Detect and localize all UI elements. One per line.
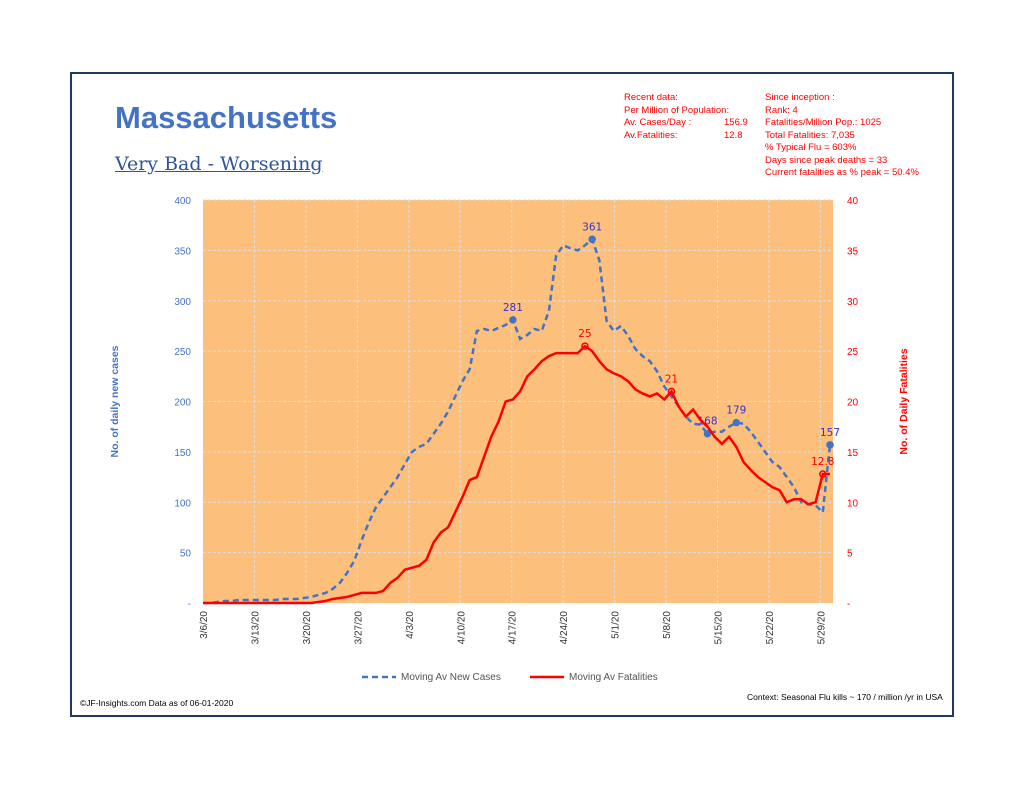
y-tick-label: 50 — [180, 549, 192, 560]
data-point-marker — [667, 387, 676, 396]
y2-tick-label: - — [847, 599, 850, 610]
footer-source: ©JF-Insights.com Data as of 06-01-2020 — [80, 698, 234, 708]
y2-tick-label: 25 — [847, 347, 859, 358]
y-tick-label: 300 — [174, 297, 191, 308]
recent-label: Av. Cases/Day : — [624, 117, 692, 128]
x-tick-label: 3/27/20 — [353, 611, 364, 645]
recent-value: 156.9 — [724, 117, 748, 128]
page-frame — [70, 72, 954, 717]
data-label: 168 — [697, 416, 717, 428]
x-tick-label: 4/10/20 — [456, 611, 467, 645]
page-title: Massachusetts — [115, 100, 338, 135]
x-tick-label: 5/15/20 — [714, 611, 725, 645]
inception-line: Total Fatalities: 7,035 — [765, 129, 855, 141]
footer-context: Context: Seasonal Flu kills ~ 170 / mill… — [747, 692, 943, 702]
y2-tick-label: 30 — [847, 297, 859, 308]
data-label: 179 — [726, 405, 746, 417]
recent-data-panel: Recent data: Per Million of Population: … — [624, 92, 748, 142]
data-point-marker — [826, 441, 834, 449]
status-subtitle: Very Bad - Worsening — [115, 153, 323, 175]
data-point-marker — [509, 316, 517, 324]
recent-value: 12.8 — [724, 129, 743, 141]
series-line-fatalities — [203, 344, 830, 605]
y-tick-label: 250 — [174, 347, 191, 358]
data-point-marker — [581, 342, 589, 350]
legend-label: Moving Av New Cases — [401, 672, 501, 683]
y-tick-label: - — [188, 599, 191, 610]
x-tick-label: 5/1/20 — [611, 611, 622, 639]
y-tick-label: 100 — [174, 498, 191, 509]
series-line-cases — [203, 237, 832, 605]
y2-tick-label: 5 — [847, 549, 853, 560]
y2-axis-title: No. of Daily Fatalities — [898, 348, 910, 454]
recent-heading: Recent data: — [624, 92, 678, 103]
recent-row: Av.Fatalities: 12.8 — [624, 130, 748, 143]
legend-label: Moving Av Fatalities — [569, 672, 658, 683]
x-tick-label: 3/20/20 — [302, 611, 313, 645]
inception-line: Rank: 4 — [765, 104, 798, 116]
y2-tick-label: 10 — [847, 498, 859, 509]
inception-line: Current fatalities as % peak = 50.4% — [765, 167, 919, 178]
x-tick-label: 3/6/20 — [199, 611, 210, 639]
data-label: 361 — [582, 221, 602, 233]
data-point-marker — [703, 429, 712, 438]
recent-label: Av.Fatalities: — [624, 129, 678, 141]
inception-line: % Typical Flu = 603% — [765, 142, 857, 153]
data-label: 25 — [578, 328, 591, 340]
data-point-marker — [819, 470, 827, 478]
recent-row: Av. Cases/Day : 156.9 — [624, 117, 748, 130]
x-tick-label: 5/8/20 — [662, 611, 673, 639]
data-point-marker — [588, 235, 596, 244]
data-label: 281 — [503, 302, 523, 314]
y-axis-title: No. of daily new cases — [109, 345, 121, 457]
data-label: 157 — [820, 427, 840, 439]
y-tick-label: 150 — [174, 448, 191, 459]
x-tick-label: 5/29/20 — [816, 611, 827, 645]
inception-line: Fatalities/Million Pop.: 1025 — [765, 117, 882, 128]
x-tick-label: 5/22/20 — [765, 611, 776, 645]
data-label: 12.8 — [811, 456, 834, 468]
inception-panel: Since inception : Rank: 4 Fatalities/Mil… — [765, 92, 919, 180]
x-tick-label: 4/17/20 — [508, 611, 519, 645]
x-tick-label: 3/13/20 — [250, 611, 261, 645]
inception-line: Days since peak deaths = 33 — [765, 154, 888, 166]
inception-line: Since inception : — [765, 92, 835, 103]
y2-tick-label: 20 — [847, 398, 859, 409]
data-label: 21 — [665, 373, 678, 385]
x-tick-label: 4/24/20 — [559, 611, 570, 645]
y2-tick-label: 35 — [847, 246, 859, 257]
y-tick-label: 400 — [174, 196, 191, 207]
y-tick-label: 200 — [174, 398, 191, 409]
recent-sub: Per Million of Population: — [624, 104, 730, 116]
data-point-marker — [732, 418, 741, 427]
y2-tick-label: 40 — [847, 196, 859, 207]
y-tick-label: 350 — [174, 246, 191, 257]
y2-tick-label: 15 — [847, 448, 859, 459]
x-tick-label: 4/3/20 — [405, 611, 416, 639]
